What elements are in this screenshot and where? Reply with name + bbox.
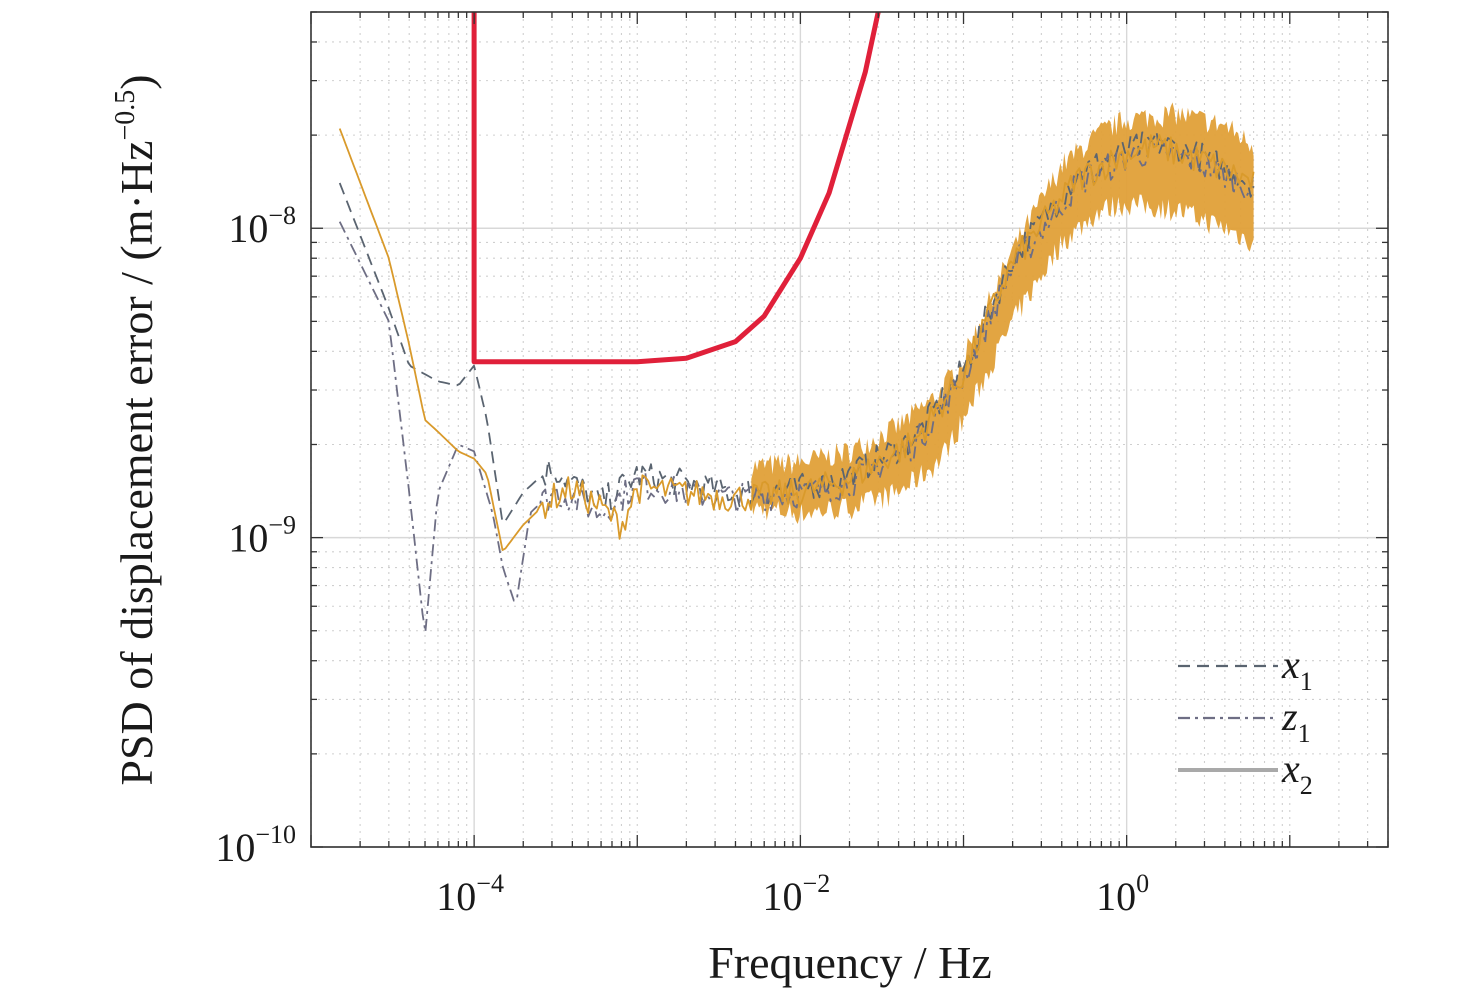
y-tick-label: 10−10 [215, 820, 296, 870]
legend-label-z1: z1 [1281, 694, 1311, 748]
requirement-layer [471, 11, 881, 365]
x-tick-label-exponent: −2 [803, 869, 831, 898]
requirement-curve [471, 11, 881, 365]
x-tick-label-exponent: −4 [476, 869, 504, 898]
noise-band-layer [751, 102, 1254, 525]
y-axis-title-main: PSD of displacement error / (m·Hz [111, 141, 162, 786]
legend-label-subscript: 2 [1300, 771, 1313, 800]
x-tick-label-base: 10 [763, 874, 803, 919]
series-layer [338, 128, 1255, 633]
legend-label-subscript: 1 [1300, 667, 1313, 696]
x-axis-title: Frequency / Hz [708, 937, 992, 988]
tick-marks [310, 11, 1389, 848]
y-axis-title: PSD of displacement error / (m·Hz−0.5) [110, 74, 162, 785]
x-tick-label-exponent: 0 [1136, 869, 1149, 898]
noise-band [751, 102, 1254, 525]
x-tick-label-base: 10 [436, 874, 476, 919]
x-tick-labels: 10−4 10−2 100 [436, 869, 1149, 919]
y-tick-label-exponent: −9 [268, 511, 296, 540]
legend-label-name: x [1281, 642, 1300, 687]
y-tick-label-base: 10 [215, 825, 255, 870]
legend-label-x2: x2 [1281, 746, 1313, 800]
y-tick-label-exponent: −10 [255, 820, 296, 849]
series-line-z1 [338, 137, 1255, 633]
legend-label-name: x [1281, 746, 1300, 791]
legend-label-x1: x1 [1281, 642, 1313, 696]
y-axis-title-close: ) [111, 74, 162, 89]
x-tick-label: 10−2 [763, 869, 831, 919]
legend-label-subscript: 1 [1298, 719, 1311, 748]
y-tick-label-exponent: −8 [268, 201, 296, 230]
x-tick-label-base: 10 [1096, 874, 1136, 919]
series-line-x2 [338, 128, 1255, 551]
y-tick-label: 10−9 [228, 511, 296, 561]
x-tick-label: 100 [1096, 869, 1149, 919]
legend-label-name: z [1281, 694, 1298, 739]
x-tick-label: 10−4 [436, 869, 504, 919]
y-tick-label: 10−8 [228, 201, 296, 251]
y-axis-title-exponent: −0.5 [110, 90, 141, 141]
y-tick-label-base: 10 [228, 516, 268, 561]
y-tick-label-base: 10 [228, 206, 268, 251]
